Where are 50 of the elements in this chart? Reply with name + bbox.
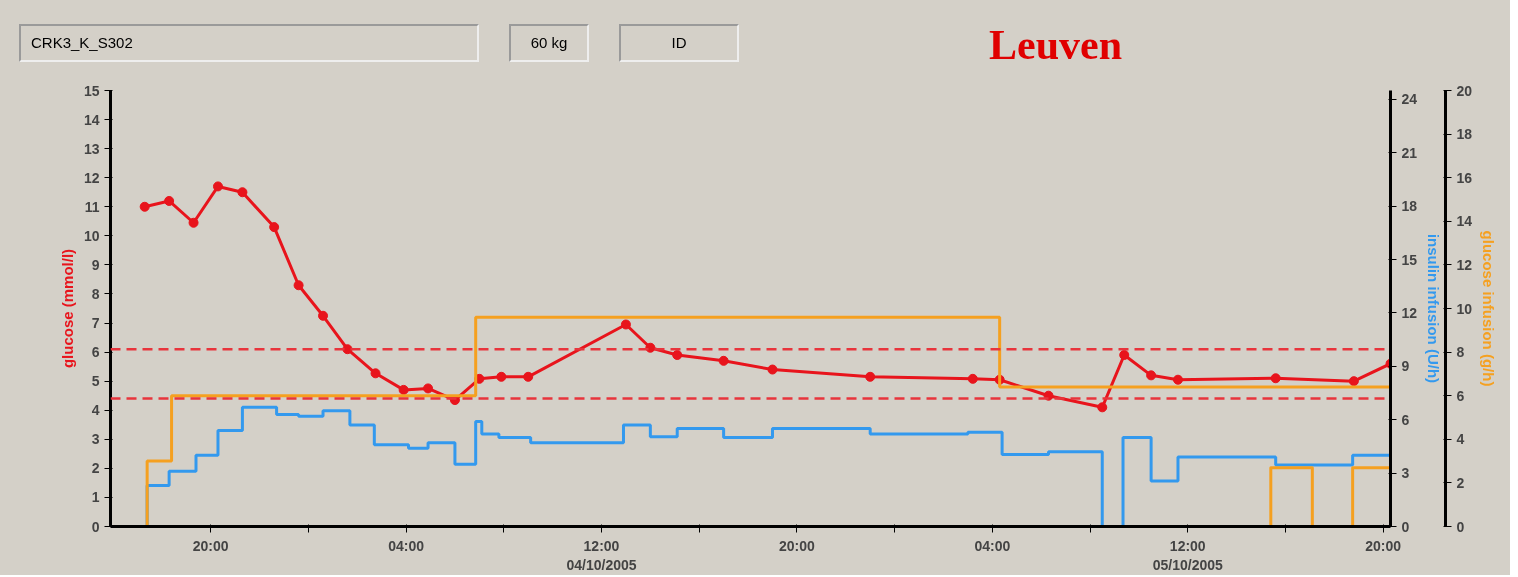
x-tick-label: 20:00 bbox=[192, 537, 229, 554]
y-tick-label: 5 bbox=[91, 373, 100, 390]
y-tick-label: 6 bbox=[91, 344, 100, 361]
y3-tick-label: 0 bbox=[1456, 518, 1465, 535]
text: ID bbox=[619, 24, 739, 62]
y2-tick-label: 15 bbox=[1401, 251, 1418, 268]
y3-axis-title: glucose infusion (g/h) bbox=[1480, 230, 1498, 387]
x-tick-label: 20:00 bbox=[779, 537, 816, 554]
y2-tick-label: 3 bbox=[1401, 465, 1410, 482]
text: 60 kg bbox=[509, 24, 589, 62]
y-tick-label: 1 bbox=[91, 489, 100, 506]
y2-tick-label: 21 bbox=[1401, 144, 1418, 161]
y-tick-label: 7 bbox=[91, 315, 100, 332]
y2-tick-label: 24 bbox=[1401, 91, 1418, 108]
y-tick-label: 2 bbox=[91, 460, 100, 477]
x-tick-label: 04:00 bbox=[388, 537, 425, 554]
y3-tick-label: 10 bbox=[1456, 300, 1473, 317]
y-tick-label: 9 bbox=[91, 256, 100, 273]
text: CRK3_K_S302 bbox=[19, 24, 479, 62]
y-tick-label: 13 bbox=[83, 140, 100, 157]
y-tick-label: 10 bbox=[83, 227, 100, 244]
y-axis-title: glucose (mmol/l) bbox=[58, 248, 76, 369]
y3-tick-label: 20 bbox=[1456, 82, 1473, 99]
y3-tick-label: 2 bbox=[1456, 474, 1465, 491]
x-tick-label: 12:00 05/10/2005 bbox=[1152, 537, 1223, 573]
x-tick-label: 04:00 bbox=[974, 537, 1011, 554]
y3-tick-label: 8 bbox=[1456, 344, 1465, 361]
y-tick-label: 3 bbox=[91, 431, 100, 448]
y2-tick-label: 9 bbox=[1401, 358, 1410, 375]
y3-tick-label: 12 bbox=[1456, 256, 1473, 273]
y-tick-label: 15 bbox=[83, 82, 100, 99]
y2-tick-label: 6 bbox=[1401, 411, 1410, 428]
y3-tick-label: 4 bbox=[1456, 431, 1465, 448]
x-tick-label: 12:00 04/10/2005 bbox=[566, 537, 637, 573]
y-tick-label: 4 bbox=[91, 402, 100, 419]
y2-tick-label: 0 bbox=[1401, 518, 1410, 535]
y-tick-label: 0 bbox=[91, 518, 100, 535]
y2-tick-label: 18 bbox=[1401, 198, 1418, 215]
y-tick-label: 8 bbox=[91, 285, 100, 302]
y3-tick-label: 6 bbox=[1456, 387, 1465, 404]
y2-tick-label: 12 bbox=[1401, 304, 1418, 321]
y-tick-label: 11 bbox=[84, 198, 100, 215]
chart-title: Leuven bbox=[989, 21, 1123, 70]
y-tick-label: 14 bbox=[83, 111, 100, 128]
x-tick-label: 20:00 bbox=[1365, 537, 1402, 554]
y3-tick-label: 14 bbox=[1456, 213, 1473, 230]
y3-tick-label: 18 bbox=[1456, 126, 1473, 143]
y2-axis-title: insulin infusion (U/h) bbox=[1425, 233, 1443, 384]
y-tick-label: 12 bbox=[83, 169, 100, 186]
y3-tick-label: 16 bbox=[1456, 169, 1473, 186]
